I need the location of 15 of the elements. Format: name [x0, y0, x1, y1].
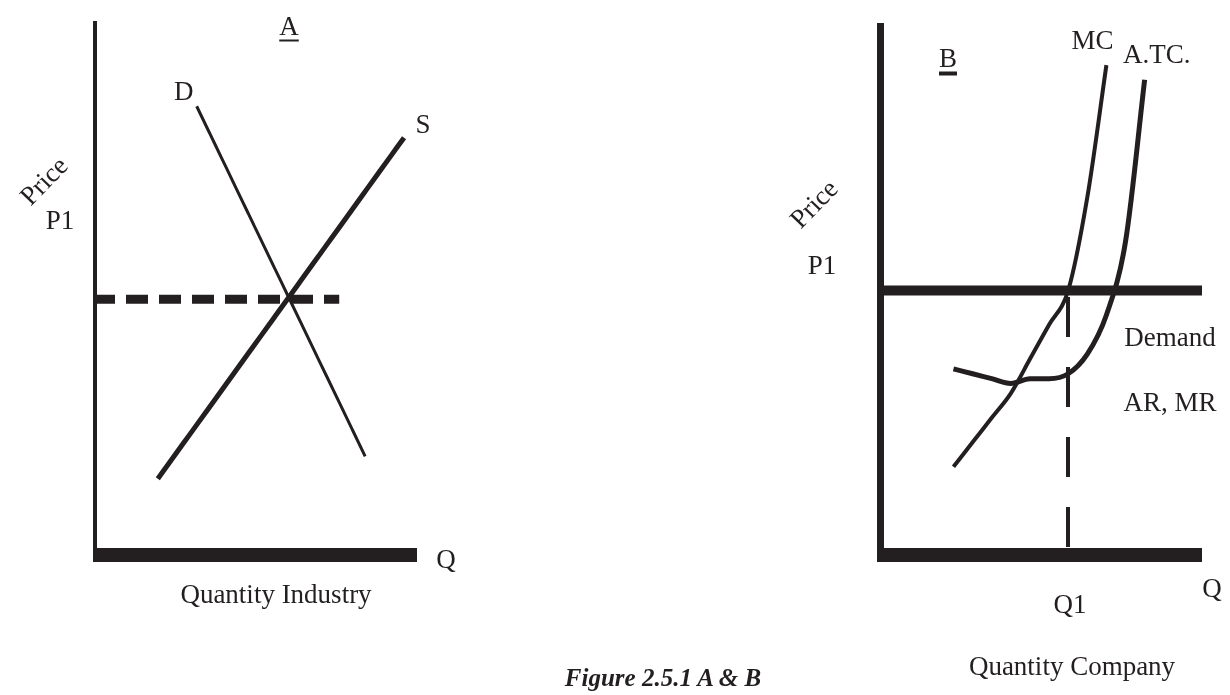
text: Q	[436, 544, 457, 575]
text: Q	[1202, 573, 1223, 604]
series-label: A.TC.	[1122, 38, 1191, 69]
series-label: D	[173, 76, 194, 107]
chart-title: A	[279, 10, 299, 41]
caption: Figure 2.5.1 A & B	[563, 664, 762, 692]
text: Demand AR, MR	[1123, 321, 1217, 417]
series-label: MC	[1071, 25, 1114, 56]
text: P1	[45, 205, 75, 236]
series-label: S	[415, 108, 431, 139]
x-axis-title: Quantity Company	[968, 651, 1176, 682]
text: P1	[807, 250, 837, 281]
chart-title: B	[938, 42, 958, 73]
x-axis-title: Quantity Industry	[180, 579, 373, 610]
text: Q1	[1053, 589, 1087, 620]
